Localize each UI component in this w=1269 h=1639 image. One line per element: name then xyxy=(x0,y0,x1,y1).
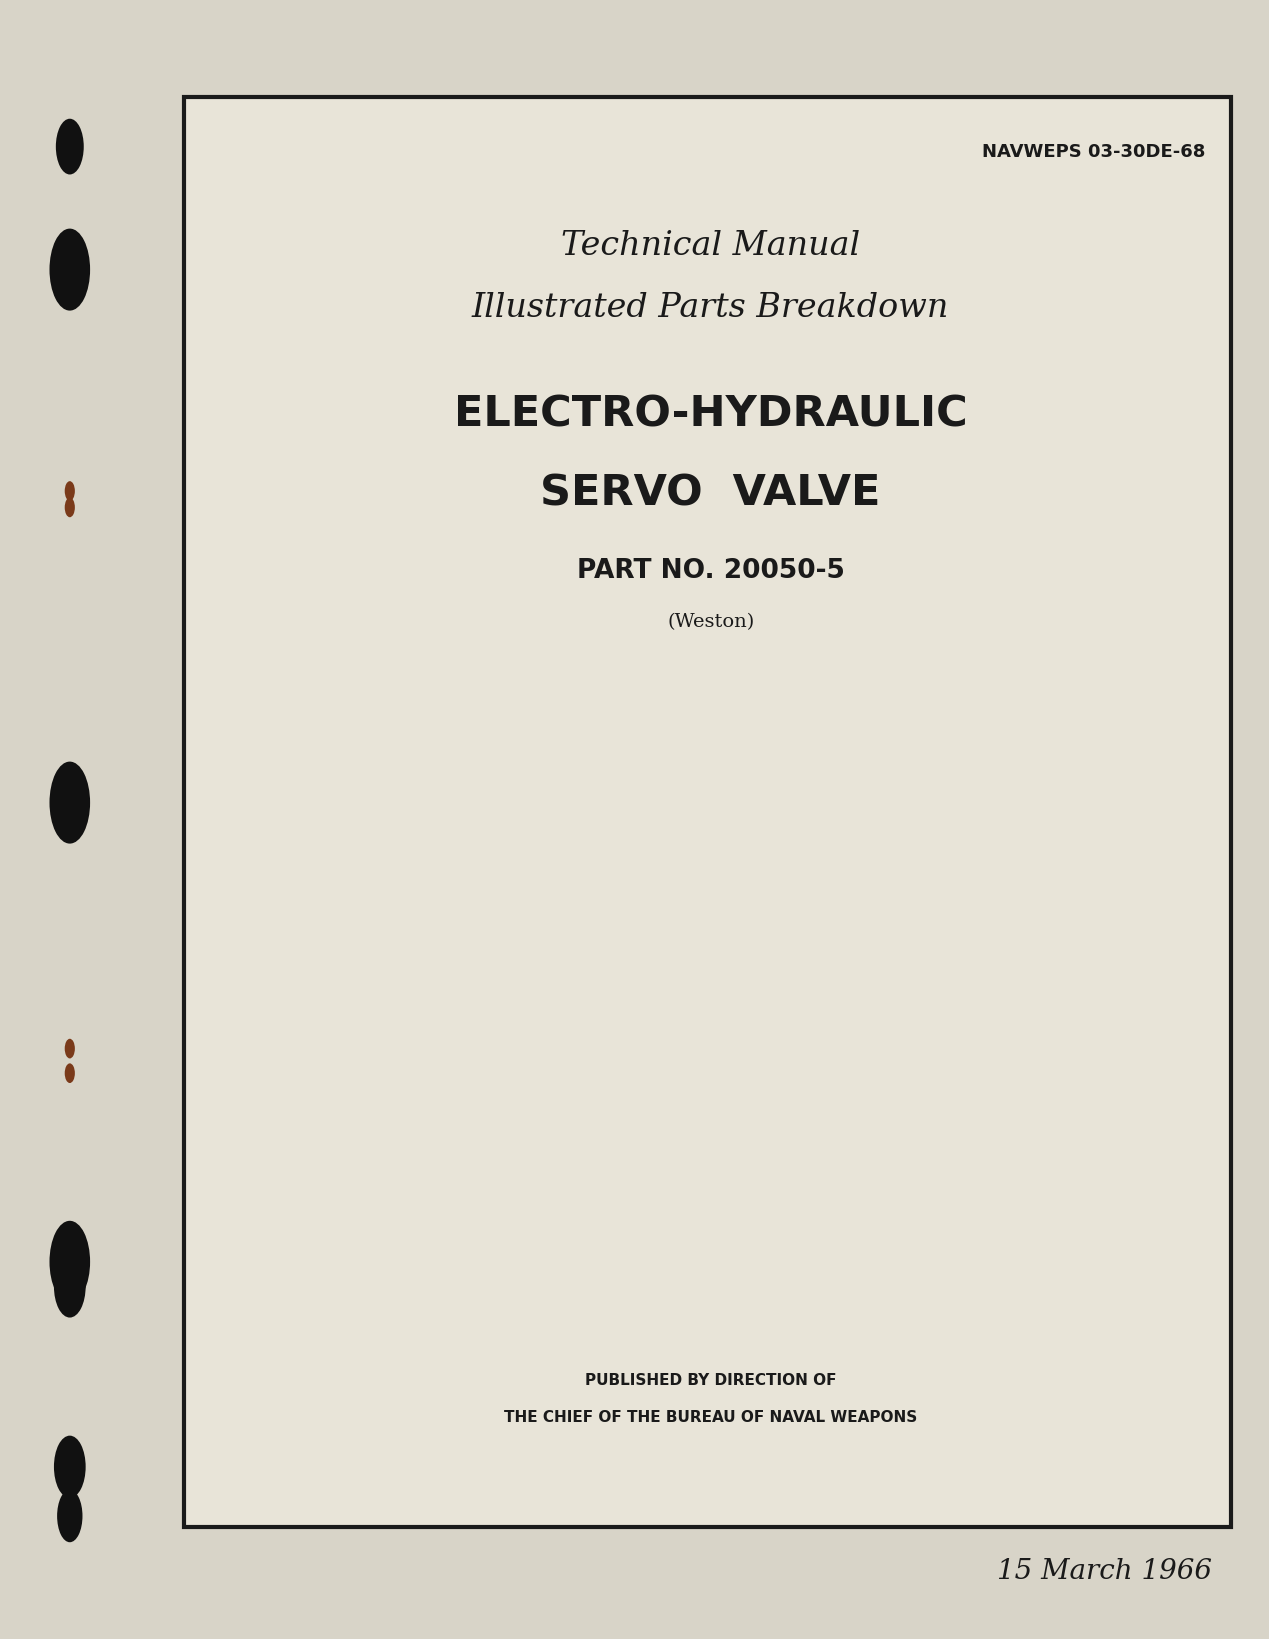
Text: (Weston): (Weston) xyxy=(667,613,754,631)
Text: PART NO. 20050-5: PART NO. 20050-5 xyxy=(576,557,845,583)
Ellipse shape xyxy=(65,498,75,518)
Text: THE CHIEF OF THE BUREAU OF NAVAL WEAPONS: THE CHIEF OF THE BUREAU OF NAVAL WEAPONS xyxy=(504,1410,917,1424)
Ellipse shape xyxy=(65,1064,75,1083)
Ellipse shape xyxy=(49,762,90,844)
Ellipse shape xyxy=(53,1436,86,1498)
FancyBboxPatch shape xyxy=(184,98,1231,1528)
Ellipse shape xyxy=(65,482,75,502)
Text: Illustrated Parts Breakdown: Illustrated Parts Breakdown xyxy=(472,292,949,325)
Text: SERVO  VALVE: SERVO VALVE xyxy=(541,472,881,515)
Text: Technical Manual: Technical Manual xyxy=(561,229,860,262)
Ellipse shape xyxy=(65,1039,75,1059)
Text: 15 March 1966: 15 March 1966 xyxy=(997,1557,1212,1583)
Text: ELECTRO-HYDRAULIC: ELECTRO-HYDRAULIC xyxy=(454,393,967,436)
Text: NAVWEPS 03-30DE-68: NAVWEPS 03-30DE-68 xyxy=(982,143,1206,161)
Ellipse shape xyxy=(57,1490,82,1542)
Ellipse shape xyxy=(49,229,90,311)
Ellipse shape xyxy=(56,120,84,175)
Ellipse shape xyxy=(49,1221,90,1303)
Ellipse shape xyxy=(53,1255,86,1318)
Text: PUBLISHED BY DIRECTION OF: PUBLISHED BY DIRECTION OF xyxy=(585,1372,836,1387)
